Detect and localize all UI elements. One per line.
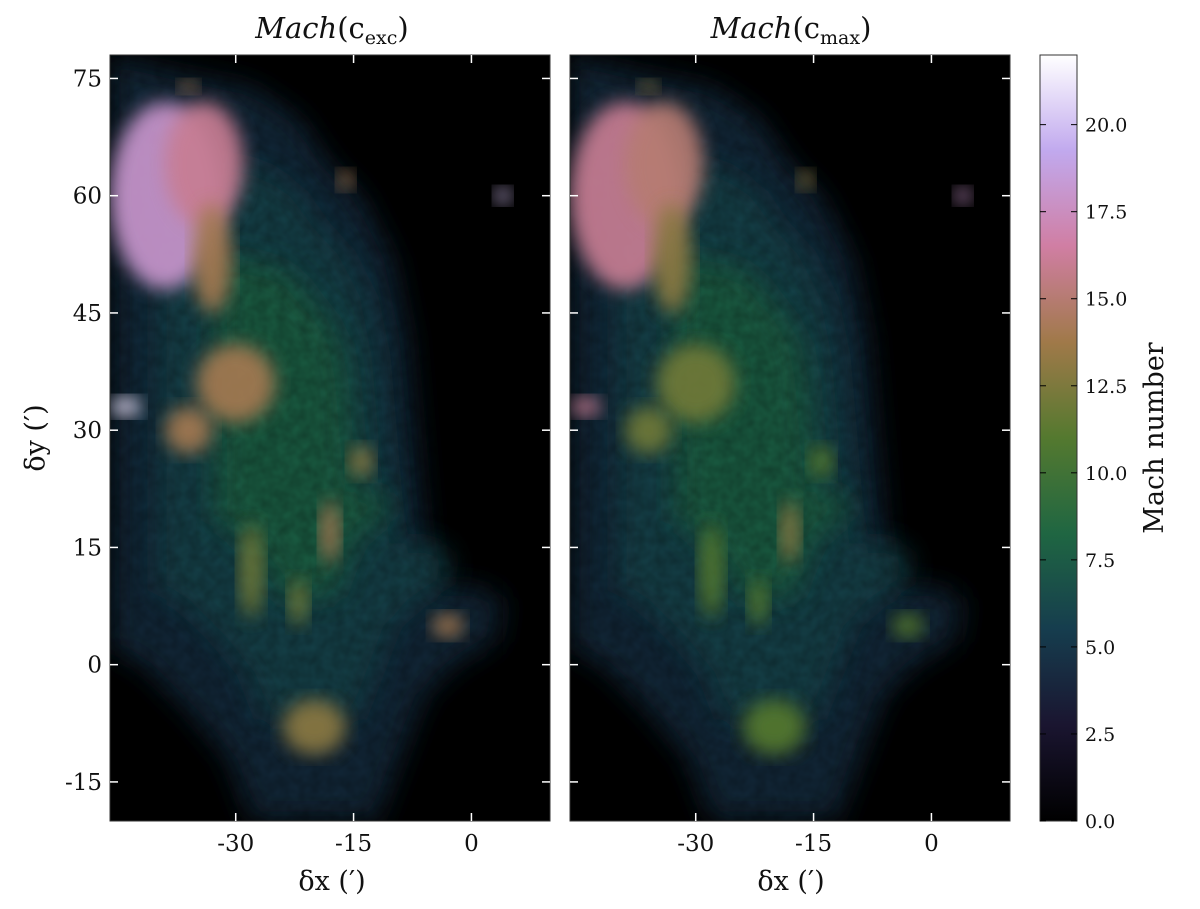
colorbar-tick-label: 17.5 bbox=[1085, 202, 1127, 224]
left-plot-frame bbox=[109, 54, 551, 822]
colorbar: 0.0 2.5 5.0 7.5 10.0 12.5 15.0 17.5 20.0 Mach nu… bbox=[1039, 54, 1170, 833]
right-heatmap-panel: Mach(cmax) -30 -15 0 δx (′) bbox=[569, 11, 1011, 897]
x-tick-label: -15 bbox=[335, 831, 372, 857]
y-tick-label: 60 bbox=[73, 184, 102, 210]
colorbar-label: Mach number bbox=[1139, 342, 1170, 533]
right-cloud-layer bbox=[570, 55, 963, 821]
colorbar-tick-label: 15.0 bbox=[1085, 289, 1127, 311]
left-xlabel: δx (′) bbox=[298, 866, 365, 897]
right-tick-layer: -30 -15 0 bbox=[570, 55, 1010, 857]
emission-region bbox=[165, 406, 213, 454]
colorbar-tick-label: 10.0 bbox=[1085, 463, 1127, 485]
colorbar-gradient bbox=[1039, 54, 1078, 822]
emission-region bbox=[639, 80, 658, 93]
x-tick-label: -15 bbox=[795, 831, 832, 857]
y-tick-label: -15 bbox=[65, 770, 102, 796]
emission-region bbox=[337, 170, 354, 190]
emission-region bbox=[780, 500, 800, 564]
emission-region bbox=[892, 613, 924, 638]
colorbar-tick-label: 20.0 bbox=[1085, 115, 1127, 137]
emission-region bbox=[179, 80, 198, 93]
colorbar-tick-label: 12.5 bbox=[1085, 376, 1127, 398]
right-xlabel: δx (′) bbox=[757, 866, 824, 897]
emission-region bbox=[652, 203, 692, 313]
emission-region bbox=[656, 344, 735, 423]
emission-region bbox=[625, 406, 673, 454]
right-plot-frame bbox=[569, 54, 1011, 822]
emission-region bbox=[110, 397, 142, 417]
x-tick-label: 0 bbox=[464, 831, 479, 857]
emission-region bbox=[192, 203, 232, 313]
left-panel-title: Mach(cexc) bbox=[254, 11, 408, 49]
emission-region bbox=[955, 187, 971, 204]
y-tick-label: 15 bbox=[73, 535, 102, 561]
x-tick-label: -30 bbox=[217, 831, 254, 857]
emission-region bbox=[797, 170, 814, 190]
left-region-layer bbox=[110, 80, 511, 755]
emission-region bbox=[432, 613, 464, 638]
emission-region bbox=[289, 578, 309, 626]
x-tick-label: 0 bbox=[924, 831, 939, 857]
emission-region bbox=[282, 699, 346, 755]
y-tick-label: 75 bbox=[73, 66, 102, 92]
emission-region bbox=[699, 523, 724, 618]
emission-region bbox=[196, 344, 275, 423]
colorbar-tick-label: 0.0 bbox=[1085, 811, 1115, 833]
emission-region bbox=[239, 523, 264, 618]
colorbar-tick-label: 5.0 bbox=[1085, 637, 1115, 659]
left-ylabel: δy (′) bbox=[20, 404, 51, 471]
right-panel-title: Mach(cmax) bbox=[710, 11, 872, 49]
y-tick-label: 30 bbox=[73, 418, 102, 444]
y-tick-label: 0 bbox=[87, 653, 102, 679]
colorbar-tick-label: 2.5 bbox=[1085, 724, 1115, 746]
emission-region bbox=[165, 101, 244, 227]
colorbar-tick-layer: 0.0 2.5 5.0 7.5 10.0 12.5 15.0 17.5 20.0 bbox=[1040, 115, 1127, 833]
right-region-layer bbox=[570, 80, 971, 755]
left-tick-layer: -30 -15 0 75 60 45 30 15 0 -15 bbox=[65, 55, 550, 857]
y-tick-label: 45 bbox=[73, 301, 102, 327]
emission-region bbox=[625, 101, 704, 227]
emission-region bbox=[320, 500, 340, 564]
emission-region bbox=[809, 445, 834, 478]
emission-region bbox=[349, 445, 374, 478]
x-tick-label: -30 bbox=[677, 831, 714, 857]
emission-region bbox=[742, 699, 806, 755]
emission-region bbox=[749, 578, 768, 626]
colorbar-tick-label: 7.5 bbox=[1085, 550, 1115, 572]
emission-region bbox=[495, 187, 511, 204]
emission-region bbox=[570, 397, 602, 417]
